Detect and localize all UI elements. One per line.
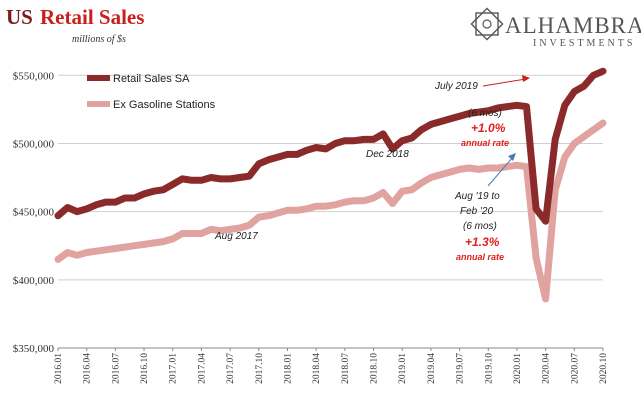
geometric-star-icon (470, 7, 504, 41)
x-tick-label: 2018.01 (283, 353, 293, 384)
legend: Retail Sales SA Ex Gasoline Stations (87, 73, 216, 111)
annotation-arrow-july (482, 78, 527, 87)
grid-layer (58, 74, 603, 349)
units-label: millions of $s (72, 34, 126, 45)
series-layer (54, 67, 607, 303)
y-tick-label: $450,000 (13, 207, 55, 219)
annotation-annual-rate-2: annual rate (456, 252, 504, 262)
y-tick-label: $350,000 (13, 343, 55, 355)
annotation-six-mos-2: (6 mos) (463, 221, 497, 232)
x-tick-label: 2020.01 (513, 353, 523, 384)
y-tick-label: $550,000 (13, 70, 55, 82)
x-tick-label: 2018.04 (312, 353, 322, 384)
legend-label-ex-gasoline: Ex Gasoline Stations (113, 99, 216, 111)
x-tick-label: 2017.01 (169, 353, 179, 384)
x-tick-label: 2018.07 (341, 353, 351, 384)
x-tick-label: 2017.10 (255, 353, 265, 384)
y-tick-label: $500,000 (13, 138, 55, 150)
annotation-aug19-line1: Aug '19 to (454, 191, 500, 202)
x-tick-label: 2019.07 (456, 353, 466, 384)
legend-label-retail-sales: Retail Sales SA (113, 73, 190, 85)
x-tick-label: 2020.04 (542, 353, 552, 384)
x-tick-label: 2017.07 (226, 353, 236, 384)
annotation-rate-2: +1.3% (465, 235, 500, 249)
annotations: July 2019 (6 mos) +1.0% annual rate Dec … (214, 75, 530, 262)
chart-title: Retail Sales (40, 5, 144, 29)
x-axis: 2016.01 2016.04 2016.07 2016.10 2017.01 2017.… (54, 347, 609, 384)
chart-title-prefix: US (6, 5, 33, 29)
annotation-aug-2017: Aug 2017 (214, 231, 258, 242)
series-line-ex-gasoline (54, 119, 607, 303)
logo-sub: INVESTMENTS (533, 38, 635, 49)
y-axis: $350,000 $400,000 $450,000 $500,000 $550,000 (13, 70, 55, 355)
x-tick-label: 2019.01 (398, 353, 408, 384)
logo-name: ALHAMBRA (505, 13, 641, 38)
annotation-arrowhead-aug19 (508, 153, 516, 161)
x-tick-label: 2016.10 (140, 353, 150, 384)
x-tick-label: 2020.07 (570, 353, 580, 384)
x-tick-label: 2020.10 (599, 353, 609, 384)
annotation-aug19-line2: Feb '20 (460, 206, 493, 217)
alhambra-logo: ALHAMBRA INVESTMENTS (470, 7, 641, 49)
x-tick-label: 2018.10 (370, 353, 380, 384)
y-tick-label: $400,000 (13, 275, 55, 287)
x-tick-label: 2016.04 (83, 353, 93, 384)
annotation-arrowhead-july (522, 75, 530, 82)
x-tick-label: 2017.04 (197, 353, 207, 384)
annotation-annual-rate-1: annual rate (461, 138, 509, 148)
series-line-retail-sales (54, 67, 607, 225)
x-tick-label: 2019.10 (484, 353, 494, 384)
annotation-arrow-aug19 (487, 156, 514, 187)
annotation-rate-1: +1.0% (471, 121, 506, 135)
annotation-dec-2018: Dec 2018 (366, 149, 409, 160)
annotation-july-2019: July 2019 (434, 81, 478, 92)
x-tick-label: 2016.07 (111, 353, 121, 384)
annotation-six-mos-1: (6 mos) (468, 108, 502, 119)
x-tick-label: 2019.04 (427, 353, 437, 384)
x-tick-label: 2016.01 (54, 353, 64, 384)
